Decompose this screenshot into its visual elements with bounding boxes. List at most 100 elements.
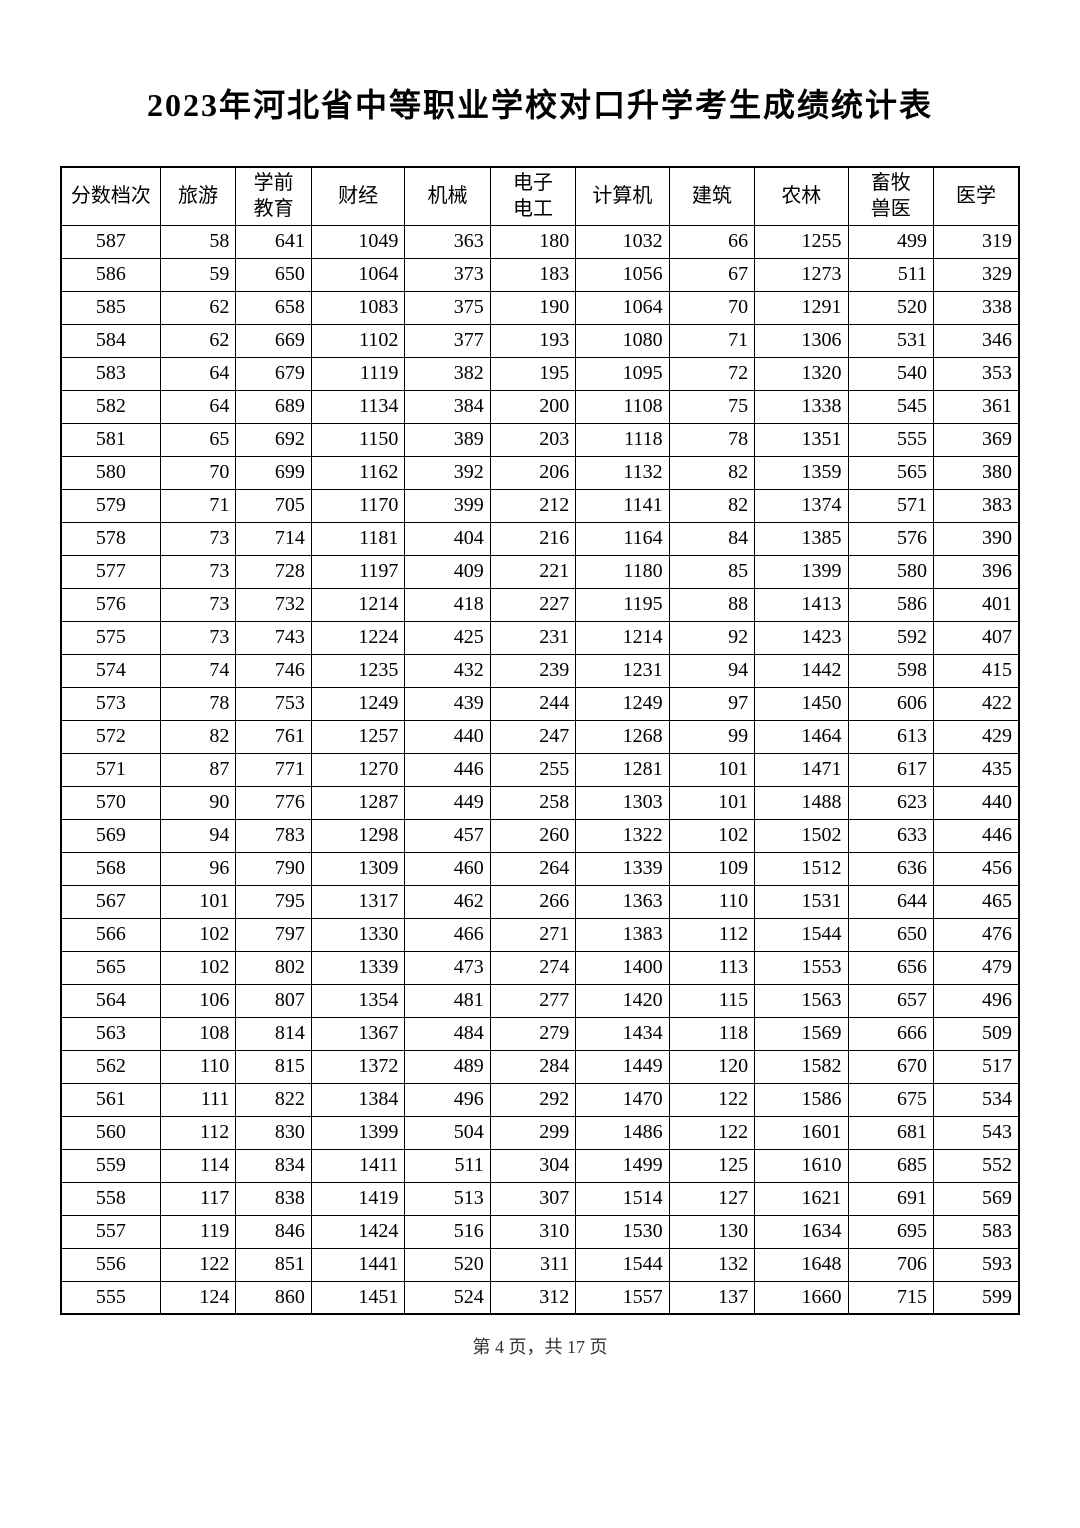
table-cell: 73	[160, 555, 236, 588]
table-cell: 1464	[755, 720, 848, 753]
table-cell: 110	[160, 1050, 236, 1083]
table-cell: 122	[669, 1116, 754, 1149]
table-cell: 1102	[311, 324, 404, 357]
table-cell: 124	[160, 1281, 236, 1314]
table-cell: 389	[405, 423, 490, 456]
table-cell: 102	[160, 951, 236, 984]
table-cell: 815	[236, 1050, 312, 1083]
table-cell: 71	[160, 489, 236, 522]
table-cell: 1224	[311, 621, 404, 654]
table-cell: 587	[61, 225, 160, 258]
table-cell: 695	[848, 1215, 933, 1248]
table-cell: 319	[933, 225, 1019, 258]
table-cell: 802	[236, 951, 312, 984]
table-cell: 1399	[755, 555, 848, 588]
column-header: 财经	[311, 167, 404, 225]
table-cell: 540	[848, 357, 933, 390]
table-cell: 1660	[755, 1281, 848, 1314]
table-cell: 1150	[311, 423, 404, 456]
table-cell: 599	[933, 1281, 1019, 1314]
table-cell: 1255	[755, 225, 848, 258]
table-cell: 382	[405, 357, 490, 390]
table-cell: 1281	[576, 753, 669, 786]
table-cell: 670	[848, 1050, 933, 1083]
table-cell: 771	[236, 753, 312, 786]
page-footer: 第 4 页，共 17 页	[473, 1333, 608, 1359]
table-cell: 460	[405, 852, 490, 885]
table-cell: 1648	[755, 1248, 848, 1281]
table-cell: 122	[669, 1083, 754, 1116]
table-cell: 59	[160, 258, 236, 291]
table-cell: 82	[669, 489, 754, 522]
table-row: 561111822138449629214701221586675534	[61, 1083, 1019, 1116]
table-cell: 1141	[576, 489, 669, 522]
table-cell: 101	[160, 885, 236, 918]
table-cell: 392	[405, 456, 490, 489]
table-cell: 70	[669, 291, 754, 324]
table-cell: 255	[490, 753, 575, 786]
table-cell: 70	[160, 456, 236, 489]
column-header: 计算机	[576, 167, 669, 225]
table-cell: 180	[490, 225, 575, 258]
table-cell: 122	[160, 1248, 236, 1281]
table-cell: 1424	[311, 1215, 404, 1248]
table-cell: 446	[933, 819, 1019, 852]
table-row: 563108814136748427914341181569666509	[61, 1017, 1019, 1050]
table-cell: 101	[669, 753, 754, 786]
table-row: 5856265810833751901064701291520338	[61, 291, 1019, 324]
table-cell: 565	[61, 951, 160, 984]
table-cell: 1249	[311, 687, 404, 720]
table-cell: 390	[933, 522, 1019, 555]
table-cell: 114	[160, 1149, 236, 1182]
table-cell: 227	[490, 588, 575, 621]
table-cell: 361	[933, 390, 1019, 423]
table-row: 5777372811974092211180851399580396	[61, 555, 1019, 588]
table-cell: 258	[490, 786, 575, 819]
table-cell: 575	[61, 621, 160, 654]
table-cell: 72	[669, 357, 754, 390]
table-cell: 216	[490, 522, 575, 555]
table-cell: 203	[490, 423, 575, 456]
table-cell: 112	[160, 1116, 236, 1149]
table-cell: 706	[848, 1248, 933, 1281]
table-cell: 1268	[576, 720, 669, 753]
table-cell: 1423	[755, 621, 848, 654]
table-cell: 1064	[576, 291, 669, 324]
table-cell: 593	[933, 1248, 1019, 1281]
table-cell: 509	[933, 1017, 1019, 1050]
table-cell: 790	[236, 852, 312, 885]
table-cell: 561	[61, 1083, 160, 1116]
table-row: 5747474612354322391231941442598415	[61, 654, 1019, 687]
table-cell: 569	[933, 1182, 1019, 1215]
table-cell: 582	[61, 390, 160, 423]
table-cell: 1320	[755, 357, 848, 390]
table-cell: 1471	[755, 753, 848, 786]
table-cell: 422	[933, 687, 1019, 720]
table-cell: 435	[933, 753, 1019, 786]
table-cell: 1374	[755, 489, 848, 522]
column-header: 电子电工	[490, 167, 575, 225]
table-cell: 193	[490, 324, 575, 357]
table-cell: 692	[236, 423, 312, 456]
page-title: 2023年河北省中等职业学校对口升学考生成绩统计表	[147, 80, 933, 126]
table-row: 566102797133046627113831121544650476	[61, 918, 1019, 951]
table-cell: 644	[848, 885, 933, 918]
table-cell: 511	[848, 258, 933, 291]
table-cell: 1442	[755, 654, 848, 687]
table-cell: 860	[236, 1281, 312, 1314]
table-cell: 1339	[311, 951, 404, 984]
table-cell: 1499	[576, 1149, 669, 1182]
table-row: 5836467911193821951095721320540353	[61, 357, 1019, 390]
table-cell: 846	[236, 1215, 312, 1248]
table-cell: 264	[490, 852, 575, 885]
table-cell: 691	[848, 1182, 933, 1215]
table-cell: 1134	[311, 390, 404, 423]
table-cell: 418	[405, 588, 490, 621]
table-cell: 479	[933, 951, 1019, 984]
table-cell: 563	[61, 1017, 160, 1050]
table-cell: 564	[61, 984, 160, 1017]
table-cell: 195	[490, 357, 575, 390]
table-cell: 112	[669, 918, 754, 951]
table-row: 5875864110493631801032661255499319	[61, 225, 1019, 258]
table-cell: 586	[61, 258, 160, 291]
